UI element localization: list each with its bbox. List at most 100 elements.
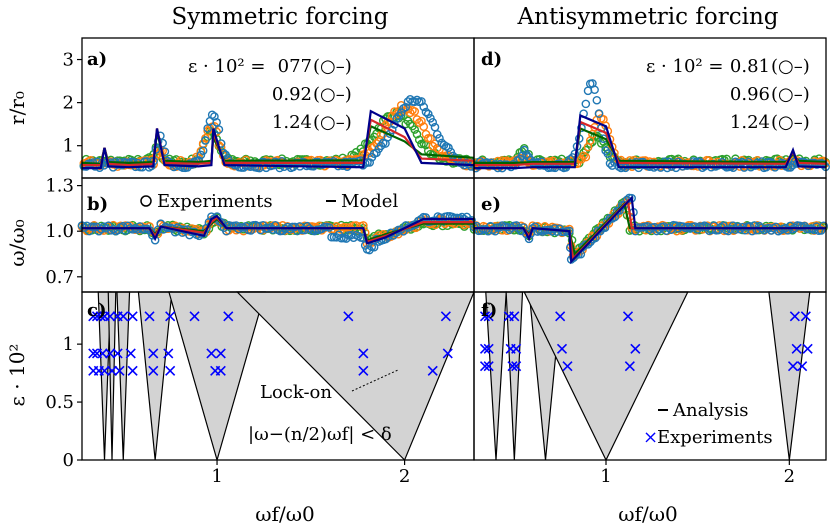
title-right: Antisymmetric forcing xyxy=(517,4,779,30)
experiment-marker-r-sym-1.24 xyxy=(198,146,208,155)
cross-stroke xyxy=(789,311,800,322)
y-tick-label-row3: 0 xyxy=(63,450,74,471)
legend-eps-right-prefix: ε · 10² = xyxy=(646,56,723,77)
cross-stroke xyxy=(127,365,138,376)
panel-label-f: f) xyxy=(481,300,497,321)
cross-stroke xyxy=(343,311,354,322)
legend-eps-left-symbol-0: (○–) xyxy=(313,56,352,77)
legend-f-marker-experiments: × xyxy=(643,427,658,448)
experiment-marker-w-sym-1.24 xyxy=(457,212,467,222)
experiment-cross-sym xyxy=(223,311,234,322)
title-left: Symmetric forcing xyxy=(172,4,389,30)
cross-stroke xyxy=(630,343,641,354)
cross-stroke xyxy=(479,361,491,372)
legend-eps-right-value-2: 1.24 xyxy=(730,112,770,133)
experiment-marker-r-anti-1.24 xyxy=(592,95,602,105)
experiment-cross-sym xyxy=(95,311,106,322)
x-label-right: ωf/ω0 xyxy=(618,502,677,526)
cross-stroke xyxy=(99,365,110,376)
cross-stroke xyxy=(105,311,116,322)
experiment-marker-r-anti-1.24 xyxy=(590,85,599,95)
experiment-cross-sym xyxy=(148,348,159,359)
y-tick-label-row1: 2 xyxy=(63,93,74,114)
cross-stroke xyxy=(88,348,99,359)
experiment-marker-r-sym-1.24 xyxy=(401,102,411,112)
experiment-cross-anti xyxy=(479,361,491,372)
experiment-cross-anti xyxy=(791,343,802,354)
axes-layer: 1 2 3 0.7 1.0 1.3 0 0.5 1 1 2 1 2 xyxy=(45,37,827,487)
y-tick-label-row1: 1 xyxy=(63,136,74,157)
legend-f-experiments: Experiments xyxy=(657,427,773,448)
experiment-marker-r-anti-0.96 xyxy=(581,152,591,162)
legend-eps-left-prefix: ε · 10² = xyxy=(188,56,265,77)
experiment-marker-w-anti-1.24 xyxy=(745,221,755,231)
experiment-cross-anti xyxy=(802,343,813,354)
experiment-marker-w-anti-1.24 xyxy=(530,222,540,231)
panel-label-e: e) xyxy=(481,194,501,215)
experiment-cross-anti xyxy=(483,311,494,322)
experiment-marker-w-sym-1.24 xyxy=(369,242,379,252)
experiment-marker-r-sym-0.77 xyxy=(410,125,420,134)
experiment-cross-sym xyxy=(91,311,103,322)
legend-eps-left-symbol-1: (○–) xyxy=(313,84,352,105)
legend-b-marker-experiments xyxy=(140,195,152,207)
cross-stroke xyxy=(148,365,159,376)
cross-stroke xyxy=(787,361,799,372)
experiment-marker-r-sym-1.24 xyxy=(365,158,375,167)
experiment-marker-r-sym-0.92 xyxy=(428,141,438,151)
cross-stroke xyxy=(427,365,438,376)
model-line-w-sym-1.24 xyxy=(82,214,474,245)
experiment-cross-sym xyxy=(88,348,99,359)
model-line-r-sym-1.24 xyxy=(82,109,475,170)
cross-stroke xyxy=(622,311,634,322)
x-tick-label-left: 2 xyxy=(399,466,410,487)
experiment-marker-r-sym-0.92 xyxy=(410,107,420,116)
experiment-cross-sym xyxy=(105,311,116,322)
cross-stroke xyxy=(106,365,118,376)
experiment-marker-r-sym-0.92 xyxy=(419,122,429,132)
experiment-marker-r-sym-1.24 xyxy=(207,110,217,120)
experiment-cross-anti xyxy=(555,311,566,322)
experiment-cross-sym xyxy=(99,365,110,376)
experiment-marker-r-sym-1.24 xyxy=(392,114,402,123)
tongue-sym-3 xyxy=(137,291,173,461)
experiment-cross-anti xyxy=(483,361,494,372)
legend-eps-left-symbol-2: (○–) xyxy=(313,112,352,133)
cross-stroke xyxy=(148,348,159,359)
legend-eps-right-symbol-0: (○–) xyxy=(771,56,810,77)
cross-stroke xyxy=(163,348,174,359)
experiment-marker-w-sym-1.24 xyxy=(327,232,336,242)
experiment-cross-anti xyxy=(483,343,494,354)
cross-stroke xyxy=(483,361,494,372)
experiment-cross-sym xyxy=(358,348,369,359)
cross-stroke xyxy=(95,311,106,322)
experiment-marker-w-anti-1.24 xyxy=(819,221,828,231)
experiment-marker-r-sym-1.24 xyxy=(214,125,224,134)
y-tick-label-row2: 0.7 xyxy=(45,267,74,288)
experiment-marker-r-sym-1.24 xyxy=(444,143,453,153)
cross-stroke xyxy=(511,361,522,372)
experiment-marker-r-sym-1.24 xyxy=(412,95,422,105)
cross-stroke xyxy=(215,348,226,359)
experiment-marker-r-sym-0.92 xyxy=(405,108,415,118)
experiment-cross-sym xyxy=(215,365,226,376)
cross-stroke xyxy=(118,311,129,322)
experiment-marker-r-sym-0.92 xyxy=(426,134,435,143)
experiment-cross-sym xyxy=(358,365,369,376)
cross-stroke xyxy=(144,311,155,322)
model-line-w-anti-1.24 xyxy=(474,195,826,265)
y-tick-label-row1: 3 xyxy=(63,50,74,71)
experiment-marker-r-sym-1.24 xyxy=(196,150,206,160)
cross-stroke xyxy=(555,311,566,322)
experiment-cross-anti xyxy=(556,343,568,354)
experiment-cross-anti xyxy=(622,311,634,322)
panel-label-c: c) xyxy=(87,300,106,321)
tongue-fills xyxy=(97,291,811,463)
cross-stroke xyxy=(105,348,116,359)
experiment-marker-r-anti-1.24 xyxy=(786,163,795,172)
cross-stroke xyxy=(556,343,568,354)
legend-f-analysis: Analysis xyxy=(672,400,748,421)
y-tick-label-row2: 1.3 xyxy=(45,176,74,197)
experiment-marker-r-sym-1.24 xyxy=(396,108,406,118)
